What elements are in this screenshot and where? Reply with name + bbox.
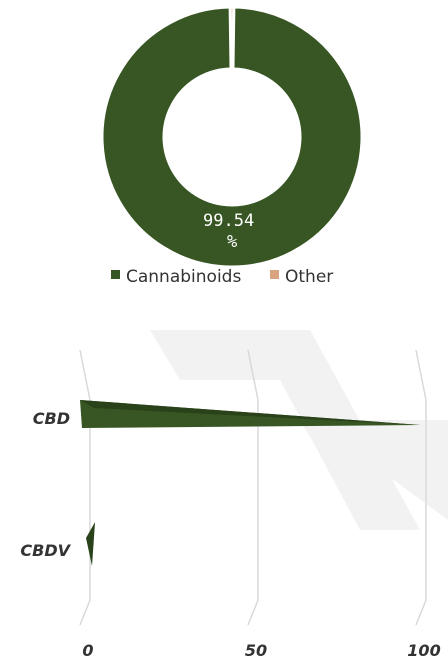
- watermark-logo: [150, 330, 448, 530]
- gridline: [415, 349, 427, 626]
- legend-swatch-other: [270, 270, 279, 279]
- gridline: [247, 349, 259, 626]
- slice-label-cannabinoids-line2: %: [227, 232, 237, 252]
- legend-swatch-cannabinoids: [111, 270, 120, 279]
- category-label-cbd: CBD: [33, 409, 70, 428]
- donut-slice-cannabinoids: [100, 5, 364, 269]
- bar-chart: 0 50 100 CBD CBDV: [20, 349, 441, 660]
- legend-label-cannabinoids: Cannabinoids: [126, 267, 241, 287]
- donut-chart: [100, 5, 364, 269]
- gridline: [79, 349, 91, 626]
- legend: Cannabinoids Other: [111, 267, 333, 287]
- legend-label-other: Other: [285, 267, 333, 287]
- x-tick-label: 0: [82, 641, 93, 660]
- x-tick-label: 50: [245, 641, 267, 660]
- bar-cbdv: [86, 522, 96, 566]
- slice-label-cannabinoids-line1: 99.54: [203, 211, 254, 231]
- x-tick-label: 100: [407, 641, 440, 660]
- bar-cbd-shade: [80, 400, 421, 425]
- category-label-cbdv: CBDV: [20, 541, 71, 560]
